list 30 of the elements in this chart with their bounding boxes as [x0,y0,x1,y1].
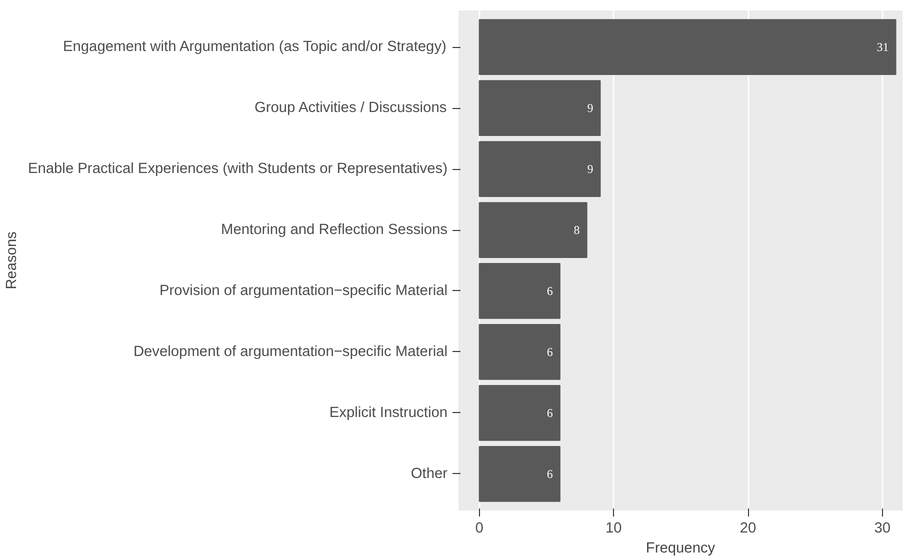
y-tick-label: Enable Practical Experiences (with Students or Representatives) [28,161,448,178]
bar [478,446,560,502]
y-tick-label: Explicit Instruction [329,404,448,421]
data-label: 9 [587,162,594,176]
data-label: 6 [546,406,553,420]
bar [478,80,601,136]
y-tick-label: Group Activities / Discussions [254,100,447,116]
data-label: 31 [876,40,889,54]
y-tick-label: Provision of argumentation−specific Material [160,282,448,299]
data-label: 8 [574,223,580,238]
x-tick-label: 20 [740,520,756,536]
bar [478,202,588,258]
y-tick-label: Engagement with Argumentation (as Topic and/or Strategy) [62,39,446,56]
bar [478,141,601,197]
x-tick-label: 30 [874,520,891,536]
bar [478,19,896,76]
y-tick-label: Development of argumentation−specific Material [133,344,448,360]
y-tick-label: Mentoring and Reflection Sessions [221,222,448,238]
bar [478,324,560,380]
data-label: 6 [546,284,553,298]
bar [478,263,560,319]
data-label: 9 [587,101,594,116]
x-tick-label: 0 [475,520,484,536]
data-label: 6 [546,466,553,481]
x-axis-title: Frequency [646,540,716,556]
y-tick-label: Other [410,466,448,482]
bar [478,385,560,441]
data-label: 6 [546,344,553,359]
y-axis-title: Reasons [4,232,20,290]
x-tick-label: 10 [606,520,622,536]
